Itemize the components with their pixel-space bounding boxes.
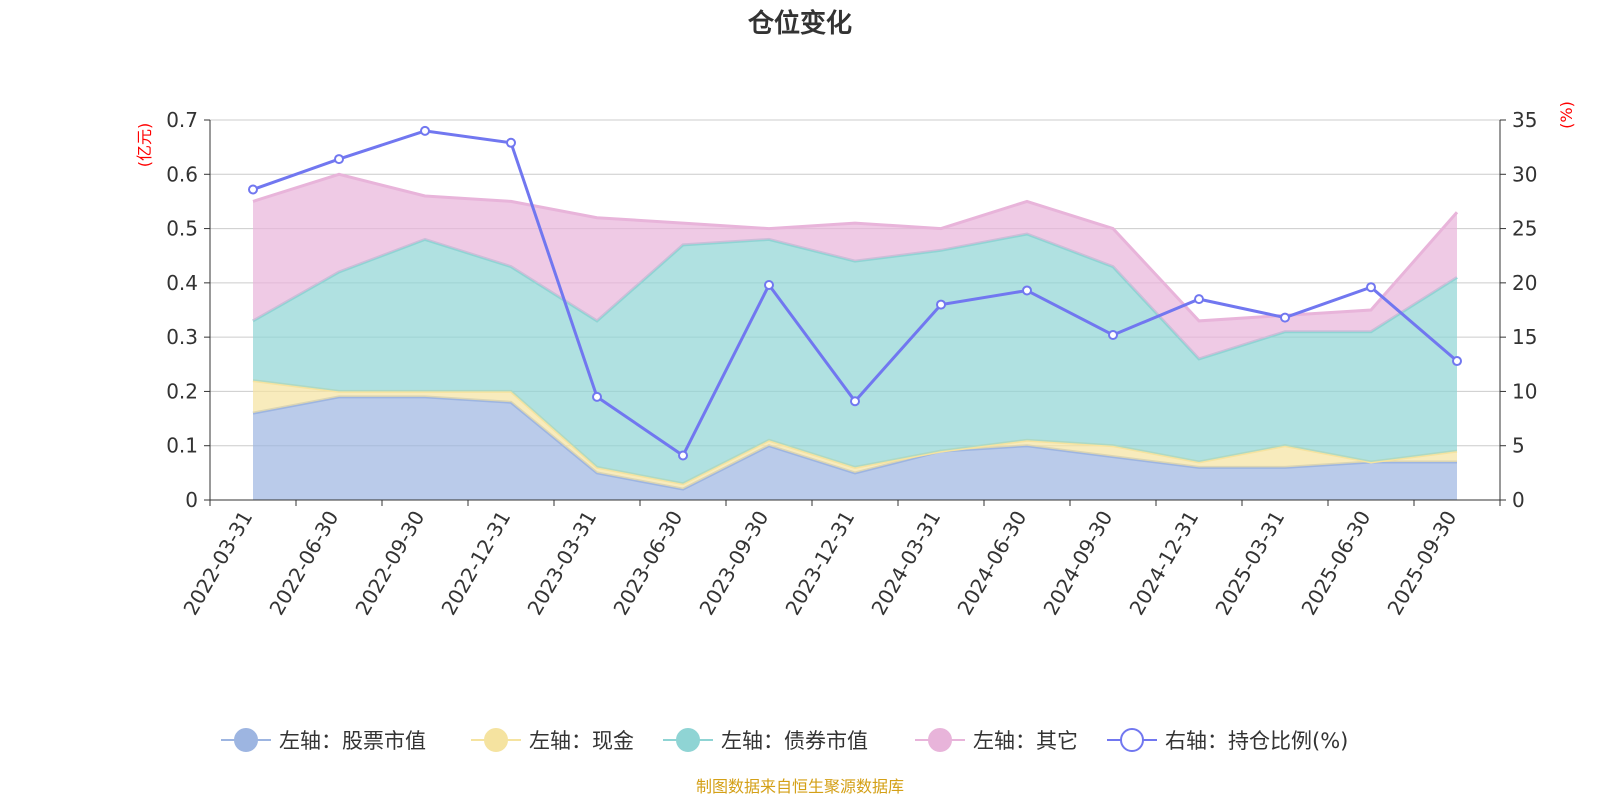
ratio-point bbox=[334, 154, 344, 165]
ratio-point bbox=[1280, 312, 1290, 323]
x-axis-tick-label: 2023-12-31 bbox=[780, 507, 859, 620]
ratio-point bbox=[1108, 329, 1118, 340]
left-axis-tick-label: 0.5 bbox=[166, 217, 198, 241]
x-axis-tick-label: 2022-09-30 bbox=[350, 507, 429, 620]
x-axis-tick-label: 2022-12-31 bbox=[436, 507, 515, 620]
ratio-point bbox=[678, 450, 688, 461]
legend-item: 左轴：股票市值 bbox=[221, 728, 426, 753]
legend-item: 右轴：持仓比例(%) bbox=[1107, 728, 1348, 753]
ratio-point bbox=[850, 396, 860, 407]
ratio-point bbox=[1022, 285, 1032, 296]
legend-marker bbox=[234, 728, 258, 752]
x-axis-tick-label: 2024-12-31 bbox=[1124, 507, 1203, 620]
legend-marker bbox=[928, 728, 952, 752]
ratio-point bbox=[936, 299, 946, 310]
legend-label: 左轴：股票市值 bbox=[279, 729, 426, 753]
legend-marker bbox=[676, 728, 700, 752]
x-axis-tick-label: 2022-06-30 bbox=[264, 507, 343, 620]
right-axis-tick-label: 0 bbox=[1512, 488, 1525, 512]
right-axis-unit: (%) bbox=[1557, 101, 1576, 129]
left-axis-tick-label: 0.6 bbox=[166, 162, 198, 186]
legend-item: 左轴：现金 bbox=[471, 728, 634, 753]
stacked-areas bbox=[252, 172, 1459, 500]
right-axis-tick-label: 10 bbox=[1512, 379, 1537, 403]
x-axis-tick-label: 2025-03-31 bbox=[1210, 507, 1289, 620]
ratio-point bbox=[506, 137, 516, 148]
chart-title: 仓位变化 bbox=[747, 8, 852, 39]
right-axis-tick-label: 35 bbox=[1512, 108, 1537, 132]
ratio-point bbox=[1452, 356, 1462, 367]
x-axis-tick-label: 2023-09-30 bbox=[694, 507, 773, 620]
ratio-point bbox=[1194, 294, 1204, 305]
x-axis-tick-label: 2024-06-30 bbox=[952, 507, 1031, 620]
left-axis-tick-label: 0.7 bbox=[166, 108, 198, 132]
right-axis-tick-label: 5 bbox=[1512, 434, 1525, 458]
left-axis-unit: (亿元) bbox=[135, 123, 154, 168]
left-axis-tick-label: 0.4 bbox=[166, 271, 198, 295]
x-axis-tick-label: 2023-06-30 bbox=[608, 507, 687, 620]
x-axis-tick-label: 2025-09-30 bbox=[1382, 507, 1461, 620]
x-axis-tick-label: 2023-03-31 bbox=[522, 507, 601, 620]
left-axis-tick-label: 0.1 bbox=[166, 434, 198, 458]
source-note: 制图数据来自恒生聚源数据库 bbox=[696, 777, 904, 796]
legend-item: 左轴：其它 bbox=[915, 728, 1078, 753]
left-axis-tick-label: 0.2 bbox=[166, 379, 198, 403]
right-axis-tick-label: 20 bbox=[1512, 271, 1537, 295]
legend-marker bbox=[484, 728, 508, 752]
ratio-point bbox=[420, 125, 430, 136]
area-series-4 bbox=[253, 174, 1457, 359]
legend-item: 左轴：债券市值 bbox=[663, 728, 868, 753]
legend-marker bbox=[1120, 728, 1144, 752]
area-series-1 bbox=[253, 396, 1457, 500]
legend: 左轴：股票市值 左轴：现金 左轴：债券市值 左轴：其它 右轴：持仓比例(%) bbox=[221, 728, 1348, 753]
area-series-3 bbox=[253, 234, 1457, 484]
ratio-point bbox=[592, 391, 602, 402]
right-axis-tick-label: 25 bbox=[1512, 217, 1537, 241]
ratio-point bbox=[764, 280, 774, 291]
x-axis-tick-label: 2022-03-31 bbox=[178, 507, 257, 620]
area-edge-series-4 bbox=[252, 172, 1459, 323]
x-axis-tick-label: 2024-03-31 bbox=[866, 507, 945, 620]
legend-label: 左轴：债券市值 bbox=[721, 729, 868, 753]
left-axis-tick-label: 0.3 bbox=[166, 325, 198, 349]
right-axis-tick-label: 15 bbox=[1512, 325, 1537, 349]
legend-label: 左轴：其它 bbox=[973, 729, 1078, 753]
legend-label: 左轴：现金 bbox=[529, 729, 634, 753]
right-axis-tick-label: 30 bbox=[1512, 162, 1537, 186]
x-axis-tick-label: 2025-06-30 bbox=[1296, 507, 1375, 620]
area-series-2 bbox=[253, 380, 1457, 490]
ratio-point bbox=[248, 184, 258, 195]
left-axis-tick-label: 0 bbox=[185, 488, 198, 512]
ratio-point bbox=[1366, 282, 1376, 293]
legend-label: 右轴：持仓比例(%) bbox=[1165, 729, 1348, 753]
x-axis-tick-label: 2024-09-30 bbox=[1038, 507, 1117, 620]
ratio-line bbox=[248, 125, 1462, 461]
